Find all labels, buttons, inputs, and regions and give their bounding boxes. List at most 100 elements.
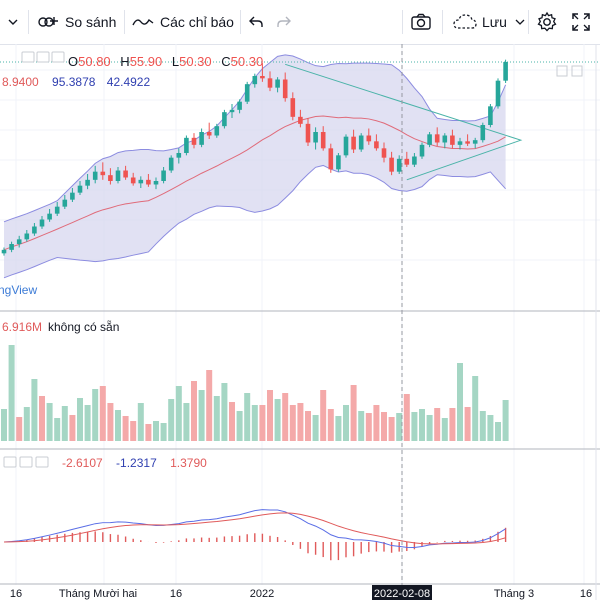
maximize-icon[interactable] — [571, 65, 583, 77]
eye-icon[interactable] — [3, 456, 17, 468]
candle-body — [328, 148, 334, 170]
candle-body — [184, 137, 189, 153]
candle — [442, 133, 448, 149]
volume-bar — [191, 381, 197, 441]
settings-small-icon[interactable] — [36, 51, 50, 63]
candle — [313, 127, 318, 150]
candle — [275, 77, 280, 93]
candle — [298, 109, 303, 128]
x-tick-label: Tháng 3 — [494, 588, 534, 600]
toolbar-divider — [28, 10, 29, 34]
candle-body — [351, 136, 356, 150]
candle — [260, 63, 265, 82]
symbol-dropdown[interactable] — [0, 0, 26, 44]
candlestick-series — [1, 59, 508, 256]
candle — [184, 135, 189, 156]
candle-body — [70, 192, 75, 200]
candle-body — [419, 144, 425, 157]
candle-body — [32, 226, 37, 234]
collapse-icon[interactable] — [556, 65, 568, 77]
fullscreen-icon — [572, 13, 590, 31]
candle-body — [389, 157, 394, 172]
candle — [404, 151, 410, 167]
macd-values: -2.6107 -1.2317 1.3790 — [62, 456, 207, 470]
candle-body — [199, 132, 204, 145]
volume-bar — [145, 424, 152, 441]
candle-body — [214, 126, 220, 136]
gear-icon — [537, 11, 557, 32]
candle-body — [100, 171, 106, 176]
candle — [358, 133, 364, 152]
candle-body — [260, 76, 265, 79]
volume-value: 6.916M — [2, 320, 42, 334]
volume-bar — [411, 412, 418, 441]
candle — [32, 223, 37, 236]
volume-bar — [23, 407, 30, 441]
candle — [389, 151, 394, 176]
candle-body — [1, 249, 7, 254]
candle — [457, 137, 463, 150]
indicators-button[interactable]: Các chỉ báo — [132, 0, 234, 44]
candle — [366, 128, 372, 145]
candle-body — [222, 112, 227, 127]
bb-legend: 8.9400 95.3878 42.4922 — [2, 75, 150, 89]
candle — [480, 122, 486, 143]
candle — [70, 188, 75, 202]
redo-button[interactable] — [276, 0, 292, 44]
candle — [85, 174, 90, 190]
candle-body — [275, 79, 280, 88]
close-small-icon[interactable] — [35, 456, 49, 468]
compare-label: So sánh — [65, 14, 117, 30]
fullscreen-button[interactable] — [572, 0, 590, 44]
scale-controls — [556, 65, 583, 77]
settings-small-icon[interactable] — [19, 456, 33, 468]
candle — [305, 118, 311, 146]
volume-bar — [61, 406, 68, 441]
candle-body — [16, 239, 22, 244]
close-small-icon[interactable] — [51, 51, 65, 63]
candle-body — [503, 62, 508, 81]
candle-body — [62, 199, 68, 207]
candle-body — [108, 175, 113, 181]
candle-body — [252, 76, 258, 85]
settings-button[interactable] — [536, 0, 558, 44]
volume-bar — [236, 411, 243, 441]
snapshot-button[interactable] — [410, 0, 432, 44]
candle — [351, 129, 356, 153]
candle — [130, 172, 136, 186]
compare-button[interactable]: So sánh — [36, 0, 116, 44]
candle-body — [206, 132, 212, 136]
save-button[interactable]: Lưu — [452, 0, 525, 44]
candle-body — [138, 179, 144, 184]
candle — [9, 241, 14, 253]
chart-canvas[interactable]: 16 Tháng Mười hai 16 2022 2022-02-08 Tháng 3 1… — [0, 44, 600, 600]
candle-body — [244, 84, 250, 102]
top-toolbar: So sánh Các chỉ báo Lưu — [0, 0, 600, 45]
undo-button[interactable] — [248, 0, 264, 44]
candle-body — [450, 135, 455, 145]
pane-frame — [0, 44, 600, 600]
candle-body — [457, 141, 463, 145]
volume-bar — [221, 383, 228, 441]
indicators-label: Các chỉ báo — [160, 14, 234, 30]
candle-body — [176, 153, 182, 158]
volume-bar — [457, 363, 463, 441]
x-tick-label: 16 — [580, 588, 592, 600]
volume-bar — [160, 423, 167, 441]
volume-bar — [487, 415, 494, 441]
chevron-down-icon — [515, 19, 525, 25]
volume-bar — [472, 376, 479, 441]
volume-bar — [327, 409, 334, 441]
candle — [153, 177, 159, 190]
undo-icon — [249, 16, 263, 27]
eye-icon[interactable] — [21, 51, 35, 63]
volume-bar — [403, 394, 410, 441]
volume-bar — [69, 415, 76, 441]
candle — [92, 165, 98, 184]
volume-bar — [388, 417, 395, 441]
candle-body — [54, 206, 60, 214]
candle — [161, 167, 166, 184]
chevron-down-icon — [8, 19, 18, 25]
candle-body — [320, 132, 326, 149]
bollinger-bands — [0, 54, 600, 279]
